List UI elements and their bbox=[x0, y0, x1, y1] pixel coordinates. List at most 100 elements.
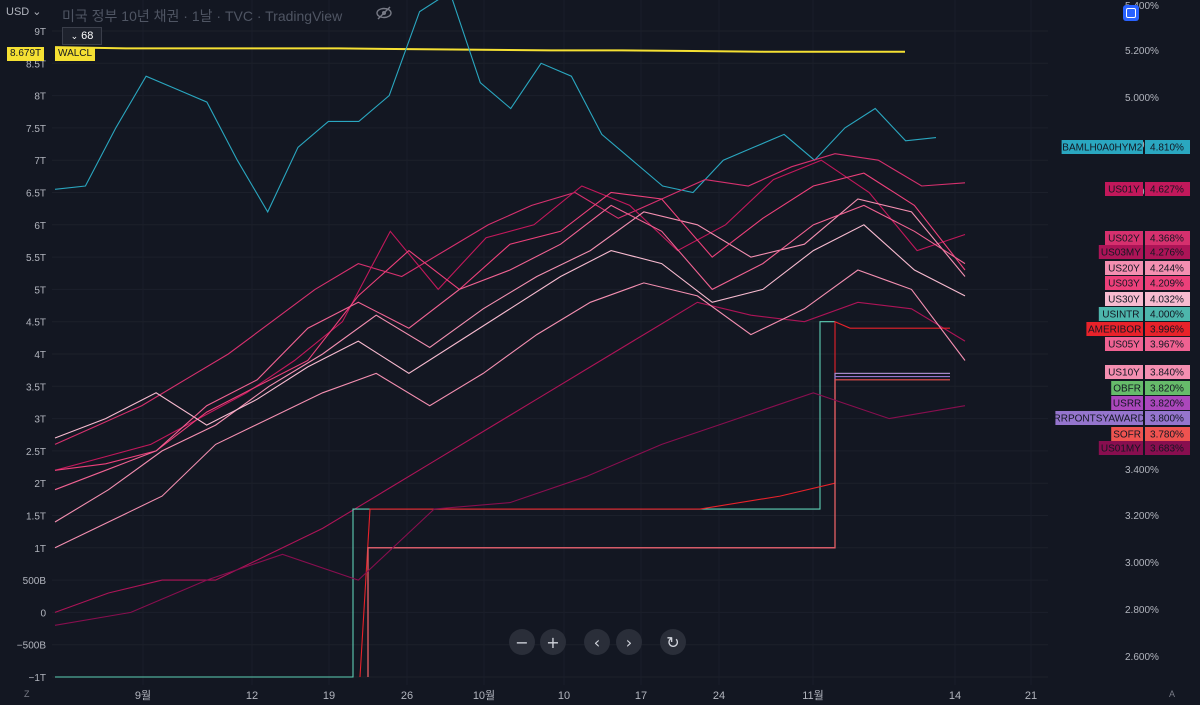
series-value-tag bbox=[1145, 381, 1190, 395]
series-layer bbox=[54, 0, 966, 678]
series-value-tag bbox=[1145, 292, 1190, 306]
series-name-tag bbox=[1061, 140, 1143, 154]
left-tick-label: 1.5T bbox=[26, 512, 46, 523]
series-name-tag bbox=[1105, 182, 1143, 196]
left-tick-label: 3.5T bbox=[26, 382, 46, 393]
series-value-tag bbox=[1145, 182, 1190, 196]
series-value-label: 4.000% bbox=[1150, 310, 1184, 321]
left-tick-label: 6T bbox=[34, 221, 46, 232]
indicator-box[interactable]: ⌄ 68 bbox=[62, 27, 102, 45]
series-name-tag bbox=[1111, 396, 1143, 410]
series-line-us01my bbox=[54, 392, 966, 626]
left-tick-label: 7.5T bbox=[26, 124, 46, 135]
left-tick-label: −500B bbox=[17, 641, 47, 652]
x-tick-label: 9월 bbox=[135, 689, 151, 702]
right-tags: BAMLH0A0HYM2 4.810% US01Y 4.627% US02Y 4.368%… bbox=[1054, 140, 1190, 455]
series-name-label: SOFR bbox=[1113, 430, 1141, 441]
series-value-label: 4.209% bbox=[1150, 279, 1184, 290]
series-name-tag bbox=[1105, 276, 1143, 290]
series-name-tag bbox=[1105, 337, 1143, 351]
right-tick-label: 3.400% bbox=[1125, 465, 1159, 476]
left-axis: 9T 8.5T 8T 7.5T 7T 6.5T 6T 5.5T 5T 4.5T 4T 3.5T 3T 2.… bbox=[17, 27, 47, 684]
x-tick-label: 21 bbox=[1025, 690, 1037, 702]
walcl-value-tag: 8.679T bbox=[7, 47, 45, 61]
series-name-tag bbox=[1105, 261, 1143, 275]
series-value-tag bbox=[1145, 441, 1190, 455]
series-value-label: 3.800% bbox=[1150, 414, 1184, 425]
right-tick-label: 3.000% bbox=[1125, 558, 1159, 569]
reset-icon[interactable]: ↻ bbox=[660, 629, 686, 655]
series-name-label: US01MY bbox=[1101, 444, 1141, 455]
series-value-tag bbox=[1145, 276, 1190, 290]
z-label: Z bbox=[24, 689, 30, 699]
x-tick-label: 10 bbox=[558, 690, 570, 702]
x-tick-label: 10월 bbox=[473, 689, 495, 702]
x-tick-label: 14 bbox=[949, 690, 961, 702]
series-line-us10y bbox=[54, 269, 966, 549]
left-tick-label: 8T bbox=[34, 92, 46, 103]
series-value-tag bbox=[1145, 231, 1190, 245]
series-line-us05y bbox=[54, 204, 966, 491]
series-value-label: 4.032% bbox=[1150, 295, 1184, 306]
series-line-us03y bbox=[54, 172, 966, 471]
series-line-sofr bbox=[367, 379, 950, 677]
currency-label: USD bbox=[6, 6, 30, 18]
x-tick-label: 11월 bbox=[802, 689, 824, 702]
left-tick-label: 2.5T bbox=[26, 447, 46, 458]
scroll-left-icon[interactable]: ‹ bbox=[584, 629, 610, 655]
x-tick-label: 24 bbox=[713, 690, 725, 702]
scroll-right-icon[interactable]: › bbox=[616, 629, 642, 655]
series-value-tag bbox=[1145, 337, 1190, 351]
left-tick-label: 9T bbox=[34, 27, 46, 38]
series-name-label: US03MY bbox=[1101, 248, 1141, 259]
eye-off-icon[interactable] bbox=[375, 6, 393, 20]
chevron-down-icon: ⌄ bbox=[70, 30, 79, 41]
series-name-tag bbox=[1105, 231, 1143, 245]
right-tick-label: 2.600% bbox=[1125, 652, 1159, 663]
left-tick-label: 4.5T bbox=[26, 318, 46, 329]
left-tick-label: 0 bbox=[40, 608, 46, 619]
left-tick-label: −1T bbox=[28, 673, 46, 684]
right-tick-label: 5.400% bbox=[1125, 1, 1159, 12]
left-tick-label: 6.5T bbox=[26, 189, 46, 200]
a-label: A bbox=[1169, 689, 1176, 699]
series-name-label: RRPONTSYAWARD bbox=[1054, 414, 1145, 425]
series-name-label: US20Y bbox=[1108, 264, 1140, 275]
series-name-tag bbox=[1105, 292, 1143, 306]
left-tick-label: 500B bbox=[23, 576, 47, 587]
series-value-label: 3.840% bbox=[1150, 368, 1184, 379]
x-tick-label: 26 bbox=[401, 690, 413, 702]
series-name-label: US30Y bbox=[1108, 295, 1140, 306]
series-name-tag bbox=[1111, 381, 1143, 395]
series-line-us30y bbox=[54, 224, 966, 439]
x-tick-label: 12 bbox=[246, 690, 258, 702]
series-value-label: 3.820% bbox=[1150, 399, 1184, 410]
series-name-tag bbox=[1105, 365, 1143, 379]
left-tick-label: 7T bbox=[34, 156, 46, 167]
series-name-label: AMERIBOR bbox=[1088, 325, 1141, 336]
currency-selector[interactable]: USD ⌄ bbox=[6, 5, 42, 18]
left-tick-label: 5.5T bbox=[26, 253, 46, 264]
left-tick-label: 4T bbox=[34, 350, 46, 361]
series-value-tag bbox=[1145, 140, 1190, 154]
series-line-walcl bbox=[54, 46, 905, 53]
x-tick-label: 19 bbox=[323, 690, 335, 702]
zoom-out-icon[interactable]: − bbox=[509, 629, 535, 655]
series-line-us01y bbox=[54, 153, 966, 445]
series-value-tag bbox=[1145, 307, 1190, 321]
walcl-label-tag: WALCL bbox=[55, 47, 96, 61]
right-tick-label: 3.200% bbox=[1125, 511, 1159, 522]
series-value-label: 4.810% bbox=[1150, 143, 1184, 154]
series-name-label: US02Y bbox=[1108, 234, 1140, 245]
right-tick-label: 5.200% bbox=[1125, 46, 1159, 57]
series-name-tag bbox=[1086, 322, 1143, 336]
series-name-label: US01Y bbox=[1108, 185, 1140, 196]
zoom-in-icon[interactable]: + bbox=[540, 629, 566, 655]
series-name-tag bbox=[1098, 441, 1143, 455]
series-value-label: 3.820% bbox=[1150, 384, 1184, 395]
series-value-label: 4.276% bbox=[1150, 248, 1184, 259]
settings-square-icon[interactable] bbox=[1123, 5, 1139, 21]
chart-title: 미국 정부 10년 채권 · 1날 · TVC · TradingView bbox=[62, 8, 343, 24]
series-value-tag bbox=[1145, 261, 1190, 275]
